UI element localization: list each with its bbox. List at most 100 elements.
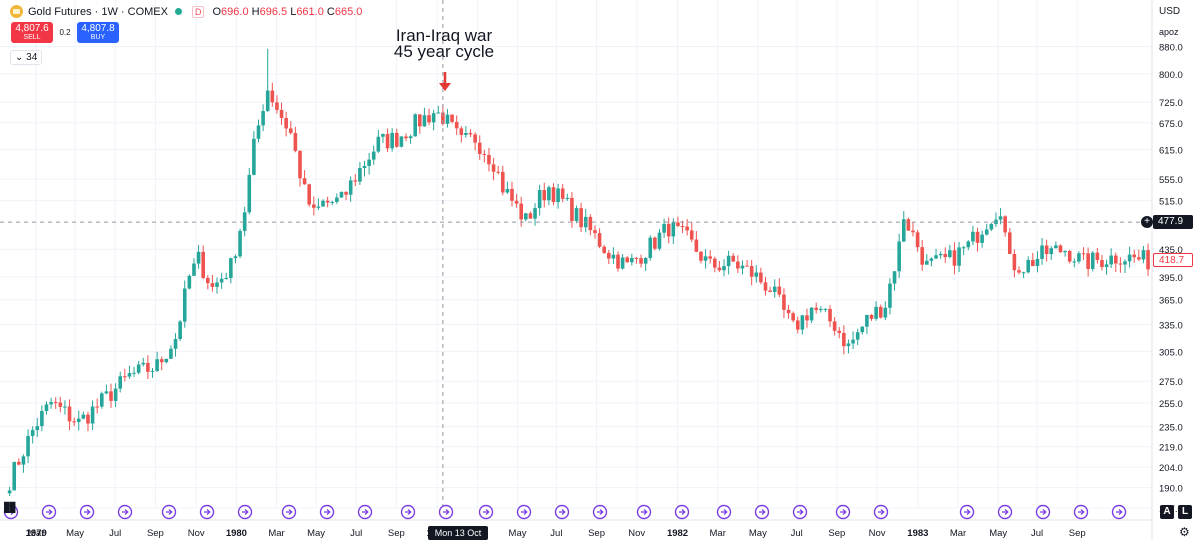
candle-body	[450, 114, 454, 122]
candle-body	[404, 136, 408, 139]
candle-body	[699, 251, 703, 261]
time-tick-label: Mar	[28, 528, 44, 539]
candle-body	[141, 362, 146, 365]
candle-body	[371, 151, 376, 160]
candle-body	[759, 272, 763, 283]
candle-body	[634, 257, 639, 259]
price-axis[interactable]: 880.0 800.0 725.0 675.0 615.0 555.0 515.0 435.0…	[1151, 0, 1200, 540]
candle-body	[441, 112, 445, 124]
candle-body	[275, 102, 279, 110]
sell-button[interactable]: 4,807.6 SELL	[11, 22, 53, 43]
time-tick-label: Mar	[950, 528, 966, 539]
candle-body	[606, 252, 611, 259]
candle-body	[1109, 255, 1113, 265]
annotation-line-2: 45 year cycle	[393, 42, 495, 61]
candle-body	[468, 133, 473, 135]
candle-body	[961, 247, 966, 249]
log-scale-button[interactable]: L	[1178, 505, 1192, 519]
trade-buttons: 4,807.6 SELL 0.2 4,807.8 BUY	[11, 22, 119, 43]
candle-body	[473, 134, 477, 143]
time-tick-label: Mar	[710, 528, 726, 539]
event-arrow-icon	[679, 509, 686, 515]
candle-body	[459, 128, 464, 135]
candle-body	[196, 251, 201, 264]
grid-lines	[0, 0, 1152, 509]
annotation-arrow-icon	[439, 72, 451, 91]
candle-body	[510, 188, 514, 201]
event-arrow-icon	[324, 509, 331, 515]
candle-body	[17, 461, 21, 465]
candle-body	[192, 263, 196, 276]
currency-label[interactable]: USD	[1159, 6, 1181, 17]
candle-body	[30, 430, 35, 436]
candle-body	[242, 212, 247, 231]
candle-body	[703, 256, 708, 261]
candle-body	[906, 219, 911, 231]
candle-body	[339, 191, 344, 198]
candle-body	[874, 306, 878, 319]
indicator-count-toggle[interactable]: ⌄ 34	[10, 50, 43, 65]
candle-body	[602, 246, 606, 253]
candle-body	[413, 114, 418, 137]
candle-body	[740, 265, 745, 269]
annotation-line-1: Iran-Iraq war	[395, 26, 493, 45]
data-badge[interactable]: D	[191, 5, 205, 18]
time-tick-label: May	[989, 528, 1007, 539]
event-arrow-icon	[521, 509, 528, 515]
tradingview-logo-icon[interactable]: ▮▮	[3, 498, 16, 514]
candle-body	[892, 271, 897, 284]
time-tick-label: Jul	[550, 528, 562, 539]
price-chart[interactable]: 880.0 800.0 725.0 675.0 615.0 555.0 515.0 435.0…	[0, 0, 1200, 540]
time-axis[interactable]: 1979MarMayJulSepNov1980MarMayJulSep1981M…	[0, 519, 1152, 539]
candle-body	[865, 315, 869, 327]
candle-body	[754, 272, 759, 277]
price-tick-label: 255.0	[1159, 399, 1183, 410]
symbol-title[interactable]: Gold Futures · 1W · COMEX	[28, 5, 168, 18]
candle-body	[477, 142, 482, 154]
candle-body	[745, 265, 749, 267]
symbol-legend[interactable]: Gold Futures · 1W · COMEX D O696.0 H696.…	[10, 5, 362, 18]
time-tick-label: Sep	[828, 528, 845, 539]
scale-name[interactable]: apoz	[1159, 27, 1179, 37]
gear-icon[interactable]: ⚙	[1179, 525, 1190, 539]
auto-scale-button[interactable]: A	[1160, 505, 1174, 519]
candle-body	[1017, 270, 1021, 273]
candle-body	[878, 306, 883, 318]
candle-body	[736, 261, 740, 269]
price-tick-label: 275.0	[1159, 377, 1183, 388]
candle-body	[694, 239, 699, 252]
candle-body	[708, 256, 712, 259]
plus-icon[interactable]: +	[1141, 216, 1153, 228]
event-arrow-icon	[964, 509, 971, 515]
candle-body	[358, 168, 362, 182]
candle-body	[671, 222, 676, 237]
buy-button[interactable]: 4,807.8 BUY	[77, 22, 119, 43]
candle-body	[265, 90, 270, 112]
time-tick-label: Jul	[1031, 528, 1043, 539]
candle-body	[390, 132, 394, 149]
chart-annotation[interactable]: Iran-Iraq war 45 year cycle	[383, 26, 505, 61]
event-arrow-icon	[166, 509, 173, 515]
candle-body	[823, 308, 828, 310]
event-arrow-icon	[1078, 509, 1085, 515]
candle-body	[883, 307, 888, 318]
event-arrow-icon	[797, 509, 804, 515]
event-arrow-icon	[46, 509, 53, 515]
candle-body	[597, 233, 602, 247]
candle-body	[777, 286, 782, 295]
candle-body	[616, 254, 620, 269]
candle-body	[201, 251, 205, 278]
event-markers[interactable]	[3, 504, 1127, 520]
price-tick-label: 190.0	[1159, 484, 1183, 495]
candle-body	[731, 255, 736, 262]
candle-body	[547, 187, 551, 201]
candle-body	[712, 258, 717, 268]
candle-body	[445, 114, 450, 124]
price-tick-label: 219.0	[1159, 443, 1183, 454]
candle-body	[418, 114, 422, 127]
candle-body	[1063, 250, 1067, 253]
candle-body	[1031, 260, 1035, 266]
event-arrow-icon	[122, 509, 129, 515]
candle-body	[524, 213, 528, 220]
last-price-tag: 418.7	[1153, 253, 1193, 267]
